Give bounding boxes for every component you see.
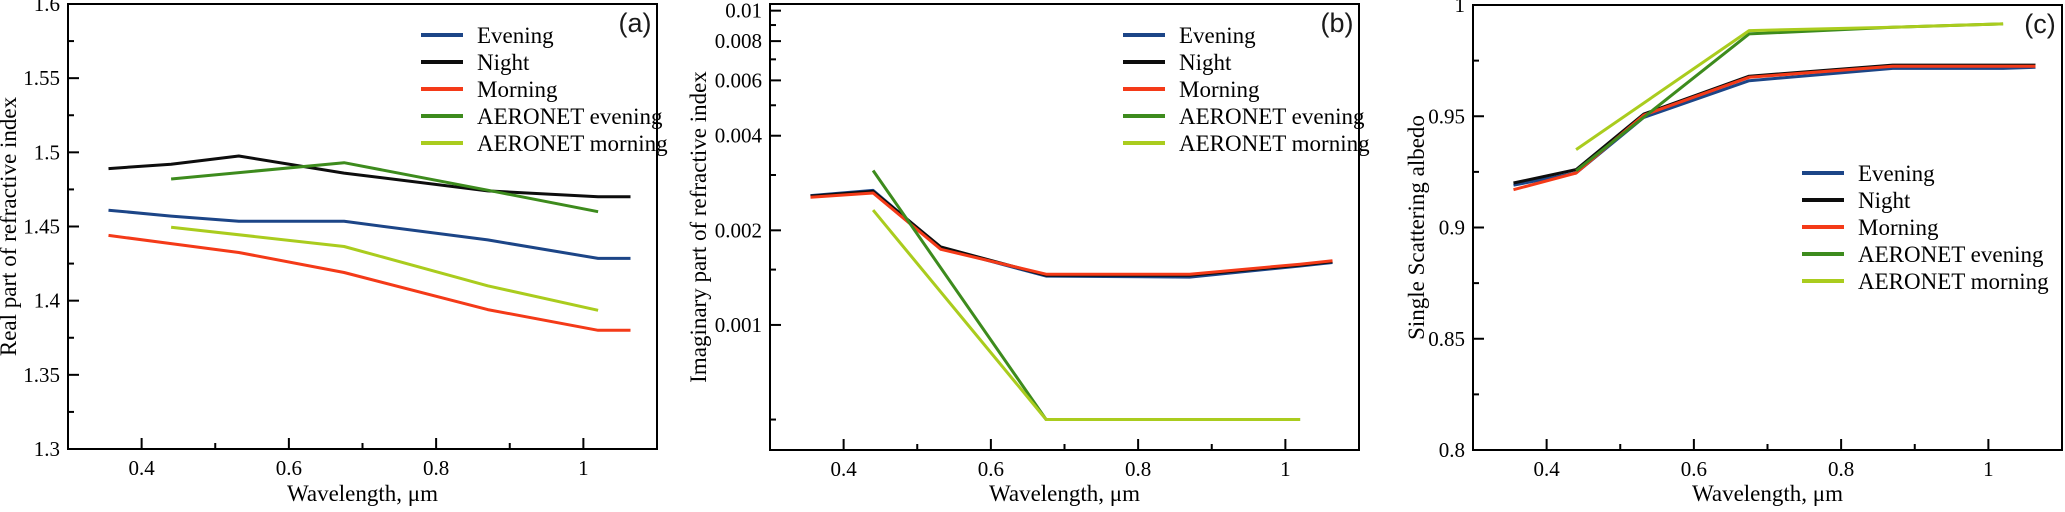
x-axis-tick-label: 0.6 — [978, 457, 1004, 481]
legend-label: Night — [1179, 50, 1232, 75]
y-axis-tick-label: 1.3 — [34, 437, 60, 461]
series-line-night — [108, 154, 631, 199]
legend-label: Morning — [1179, 77, 1260, 102]
x-axis-tick-label: 0.4 — [129, 456, 156, 480]
series-line-morning — [108, 233, 631, 332]
series-line-aeronet-morning — [1575, 22, 2004, 151]
legend-item: AERONET morning — [421, 131, 668, 156]
legend-item: Night — [1123, 50, 1232, 75]
legend-item: AERONET evening — [1802, 242, 2044, 267]
y-axis-tick-label: 1.45 — [23, 215, 60, 239]
legend-item: Night — [421, 50, 530, 75]
y-axis-tick-label: 0.006 — [715, 68, 762, 92]
legend-label: Evening — [1179, 23, 1256, 48]
y-axis-title: Real part of refractive index — [0, 96, 21, 356]
legend-label: Evening — [1858, 161, 1935, 186]
series-line-aeronet-evening — [1575, 22, 2004, 172]
legend-item: Night — [1802, 188, 1911, 213]
legend-label: Evening — [477, 23, 554, 48]
legend-item: AERONET morning — [1802, 269, 2049, 294]
series-line-aeronet-evening — [871, 169, 1301, 421]
panel-b: 0.4 0.6 0.8 1 0.001 0.002 0.004 0.006 0.008 0.01 W… — [686, 0, 1370, 506]
x-axis-tick-label: 0.6 — [1681, 457, 1707, 481]
y-axis-tick-label: 1.4 — [34, 289, 61, 313]
y-axis-tick-label: 0.002 — [715, 218, 762, 242]
series-line-morning — [1513, 64, 2036, 192]
y-axis-tick-label: 1.35 — [23, 363, 60, 387]
series-line-night — [1513, 63, 2036, 185]
y-axis-tick-label: 1.6 — [34, 0, 60, 16]
x-axis-tick-label: 1 — [578, 456, 589, 480]
panel-c: 0.4 0.6 0.8 1 0.8 0.85 0.9 0.95 1 Wavelength, μm S… — [1404, 0, 2063, 506]
x-axis-title: Wavelength, μm — [287, 481, 438, 506]
series-line-aeronet-morning — [170, 225, 599, 312]
panel-letter-c: (c) — [2024, 9, 2055, 39]
legend-label: AERONET evening — [1858, 242, 2044, 267]
x-axis-title: Wavelength, μm — [989, 481, 1140, 506]
legend-item: Morning — [421, 77, 558, 102]
y-axis-tick-label: 0.95 — [1428, 104, 1465, 128]
x-axis-title: Wavelength, μm — [1692, 481, 1843, 506]
legend-item: Evening — [1123, 23, 1256, 48]
x-axis-tick-label: 0.6 — [276, 456, 302, 480]
series-line-aeronet-morning — [871, 209, 1301, 421]
y-axis-tick-label: 0.008 — [715, 29, 762, 53]
legend-label: AERONET evening — [477, 104, 663, 129]
x-axis-tick-label: 1 — [1983, 457, 1994, 481]
legend-item: Morning — [1123, 77, 1260, 102]
y-axis-tick-label: 0.004 — [715, 124, 763, 148]
y-axis-tick-label: 0.8 — [1439, 438, 1465, 462]
x-axis-tick-label: 0.8 — [1125, 457, 1151, 481]
legend-label: AERONET morning — [477, 131, 668, 156]
panel-a: 0.4 0.6 0.8 1 1.3 1.35 1.4 1.45 1.5 1.55 1.6 Wavele… — [0, 0, 668, 506]
x-axis-tick-label: 0.4 — [1534, 457, 1561, 481]
plot-box — [1472, 4, 2063, 451]
y-axis-title: Imaginary part of refractive index — [686, 71, 711, 383]
legend-label: AERONET morning — [1858, 269, 2049, 294]
legend-item: Evening — [1802, 161, 1935, 186]
x-axis-tick-label: 0.8 — [1828, 457, 1854, 481]
legend-item: AERONET morning — [1123, 131, 1370, 156]
series-line-evening — [1513, 65, 2036, 187]
x-axis-tick-label: 1 — [1280, 457, 1291, 481]
plot-box — [769, 3, 1360, 451]
y-axis-tick-label: 1 — [1455, 0, 1466, 17]
y-axis-tick-label: 1.5 — [34, 140, 60, 164]
legend-item: Morning — [1802, 215, 1939, 240]
series-line-night — [810, 189, 1333, 277]
legend-label: Morning — [1858, 215, 1939, 240]
legend-item: AERONET evening — [1123, 104, 1365, 129]
legend-label: AERONET morning — [1179, 131, 1370, 156]
series-line-evening — [108, 208, 631, 260]
x-axis-tick-label: 0.4 — [831, 457, 858, 481]
plot-box — [67, 3, 658, 450]
legend-item: Evening — [421, 23, 554, 48]
legend-label: Night — [1858, 188, 1911, 213]
y-axis-tick-label: 1.55 — [23, 66, 60, 90]
legend-label: Morning — [477, 77, 558, 102]
y-axis-tick-label: 0.01 — [725, 0, 762, 23]
series-line-morning — [810, 191, 1333, 276]
y-axis-title: Single Scattering albedo — [1404, 115, 1429, 340]
panel-letter-a: (a) — [619, 8, 652, 38]
x-axis-tick-label: 0.8 — [423, 456, 449, 480]
legend-item: AERONET evening — [421, 104, 663, 129]
legend-label: Night — [477, 50, 530, 75]
y-axis-tick-label: 0.9 — [1439, 216, 1465, 240]
series-line-aeronet-evening — [170, 161, 599, 214]
y-axis-tick-label: 0.001 — [715, 313, 762, 337]
y-axis-tick-label: 0.85 — [1428, 327, 1465, 351]
legend-label: AERONET evening — [1179, 104, 1365, 129]
panel-letter-b: (b) — [1321, 8, 1354, 38]
